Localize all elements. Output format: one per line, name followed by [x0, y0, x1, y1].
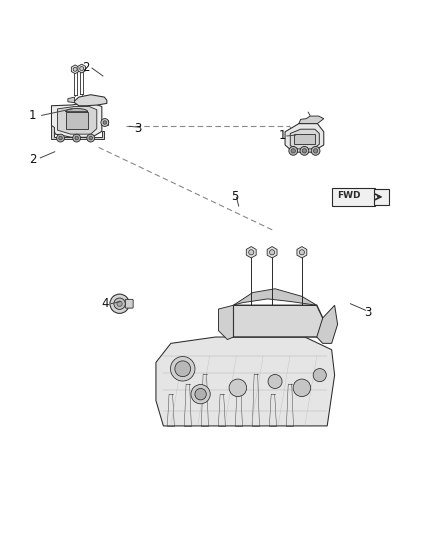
Circle shape — [311, 147, 320, 155]
Circle shape — [75, 136, 78, 140]
Circle shape — [229, 379, 247, 397]
Circle shape — [59, 136, 62, 140]
Polygon shape — [51, 104, 102, 138]
Circle shape — [300, 147, 309, 155]
Circle shape — [117, 301, 122, 306]
Polygon shape — [267, 247, 277, 258]
Circle shape — [101, 118, 109, 126]
Polygon shape — [285, 124, 324, 152]
Circle shape — [110, 294, 129, 313]
Circle shape — [73, 67, 77, 71]
Circle shape — [114, 298, 125, 310]
Circle shape — [268, 375, 282, 389]
Text: 3: 3 — [364, 306, 371, 319]
Circle shape — [80, 67, 84, 70]
Polygon shape — [297, 247, 307, 258]
Polygon shape — [51, 125, 104, 139]
Circle shape — [103, 121, 106, 124]
Circle shape — [170, 357, 195, 381]
Polygon shape — [246, 247, 256, 258]
Text: FWD: FWD — [337, 191, 360, 200]
Circle shape — [195, 389, 206, 400]
FancyBboxPatch shape — [125, 300, 133, 308]
Circle shape — [73, 134, 81, 142]
Polygon shape — [219, 305, 233, 340]
Circle shape — [249, 249, 254, 255]
Text: 4: 4 — [101, 297, 109, 310]
FancyBboxPatch shape — [332, 188, 375, 206]
Polygon shape — [299, 116, 324, 124]
FancyBboxPatch shape — [374, 189, 389, 205]
Circle shape — [87, 134, 95, 142]
Text: 5: 5 — [231, 190, 238, 203]
Polygon shape — [317, 305, 338, 343]
Polygon shape — [233, 289, 317, 305]
Polygon shape — [57, 107, 97, 134]
Circle shape — [293, 379, 311, 397]
Circle shape — [191, 384, 210, 404]
Circle shape — [175, 361, 191, 377]
Text: 2: 2 — [29, 152, 37, 166]
Polygon shape — [66, 109, 88, 112]
Text: 1: 1 — [29, 109, 37, 122]
Polygon shape — [74, 95, 107, 106]
Polygon shape — [78, 64, 85, 73]
Polygon shape — [68, 97, 74, 102]
Polygon shape — [233, 305, 323, 337]
Polygon shape — [156, 337, 335, 426]
Polygon shape — [294, 134, 315, 144]
Polygon shape — [66, 112, 88, 130]
Circle shape — [269, 249, 275, 255]
Circle shape — [302, 149, 307, 153]
Polygon shape — [71, 65, 79, 74]
Polygon shape — [102, 119, 108, 125]
Text: 1: 1 — [279, 130, 286, 142]
Circle shape — [289, 147, 297, 155]
Circle shape — [57, 134, 64, 142]
Polygon shape — [290, 129, 319, 149]
Circle shape — [313, 368, 326, 382]
Circle shape — [89, 136, 92, 140]
Circle shape — [313, 149, 318, 153]
Circle shape — [291, 149, 295, 153]
Text: 2: 2 — [81, 61, 89, 74]
Text: 3: 3 — [134, 122, 141, 135]
Circle shape — [299, 249, 304, 255]
